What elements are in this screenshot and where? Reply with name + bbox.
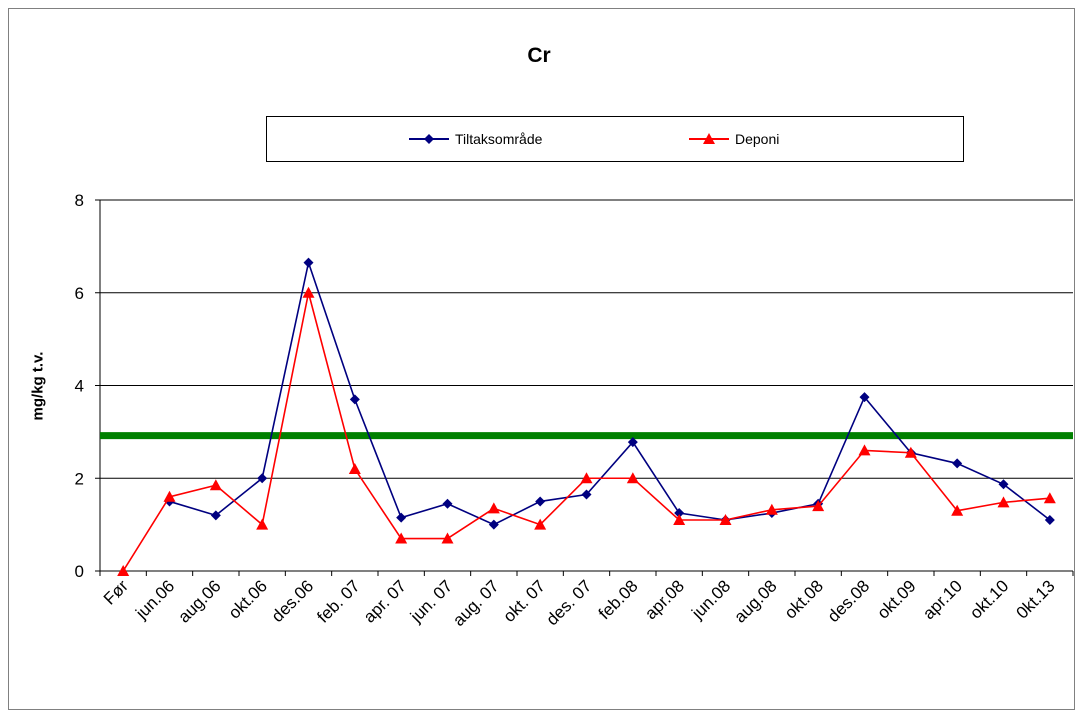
data-point-series-1 (210, 510, 221, 521)
x-tick-label: des.08 (824, 576, 874, 626)
data-point-series-1 (303, 257, 314, 268)
y-tick-label: 8 (75, 191, 84, 210)
legend-marker-series-2 (689, 133, 729, 144)
y-tick-label: 2 (75, 469, 84, 488)
data-point-series-1 (581, 489, 592, 500)
data-point-series-2 (580, 472, 593, 484)
x-tick-label: 0kt.13 (1012, 576, 1058, 622)
data-point-series-1 (349, 394, 360, 405)
legend: Tiltaksområde Deponi (266, 116, 964, 162)
legend-label-series-2: Deponi (735, 131, 780, 147)
data-point-series-2 (858, 444, 871, 456)
data-point-series-2 (673, 513, 686, 525)
legend-marker-series-1 (409, 134, 449, 144)
data-point-series-2 (719, 513, 732, 525)
data-point-series-2 (302, 286, 315, 298)
data-point-series-2 (441, 532, 454, 544)
legend-item-series-1: Tiltaksområde (409, 117, 542, 161)
legend-item-series-2: Deponi (689, 117, 779, 161)
data-point-series-2 (951, 504, 964, 516)
y-tick-label: 6 (75, 284, 84, 303)
data-point-series-2 (626, 472, 639, 484)
data-point-series-2 (395, 532, 408, 544)
series-line-1 (169, 259, 1051, 526)
data-point-series-2 (487, 502, 500, 514)
x-tick-label: apr.10 (919, 576, 966, 623)
x-tick-label: jun. 07 (406, 576, 456, 626)
data-point-series-1 (627, 437, 638, 448)
data-point-series-2 (209, 479, 222, 491)
x-tick-label: okt.06 (225, 576, 271, 622)
data-point-series-2 (997, 496, 1010, 508)
data-point-series-1 (535, 496, 546, 507)
x-tick-label: feb. 07 (313, 576, 363, 626)
data-point-series-2 (163, 490, 176, 502)
x-tick-label: apr.08 (641, 576, 688, 623)
data-point-series-1 (674, 508, 685, 519)
data-point-series-2 (904, 446, 917, 458)
x-tick-label: aug.06 (174, 576, 224, 626)
data-point-series-2 (348, 462, 361, 474)
x-tick-label: feb.08 (595, 576, 642, 623)
chart-title: Cr (527, 44, 551, 67)
data-point-series-1 (442, 498, 453, 509)
data-point-series-2 (256, 518, 269, 530)
data-point-series-2 (117, 565, 130, 576)
x-tick-label: aug.08 (730, 576, 780, 626)
x-tick-label: Før (100, 576, 132, 608)
data-point-series-1 (488, 519, 499, 530)
data-point-series-2 (1043, 492, 1056, 504)
y-tick-label: 0 (75, 562, 84, 581)
x-tick-label: okt.08 (781, 576, 827, 622)
x-tick-label: jun.08 (687, 576, 734, 623)
x-tick-label: des.06 (268, 576, 318, 626)
data-point-series-1 (859, 392, 870, 403)
data-point-series-2 (534, 518, 547, 530)
x-tick-label: okt.10 (966, 576, 1012, 622)
data-point-series-1 (952, 458, 963, 469)
data-point-series-1 (396, 512, 407, 523)
legend-label-series-1: Tiltaksområde (455, 131, 543, 147)
y-tick-label: 4 (75, 377, 84, 396)
data-point-series-1 (1044, 514, 1055, 525)
x-tick-label: aug. 07 (449, 576, 503, 630)
x-tick-label: des. 07 (542, 576, 595, 629)
data-point-series-2 (812, 500, 825, 512)
x-tick-label: okt. 07 (499, 576, 549, 626)
data-point-series-2 (765, 503, 778, 515)
x-tick-label: apr. 07 (360, 576, 410, 626)
data-point-series-1 (257, 473, 268, 484)
x-tick-label: jun.06 (131, 576, 178, 623)
x-tick-label: okt.09 (873, 576, 919, 622)
data-point-series-1 (998, 479, 1009, 490)
